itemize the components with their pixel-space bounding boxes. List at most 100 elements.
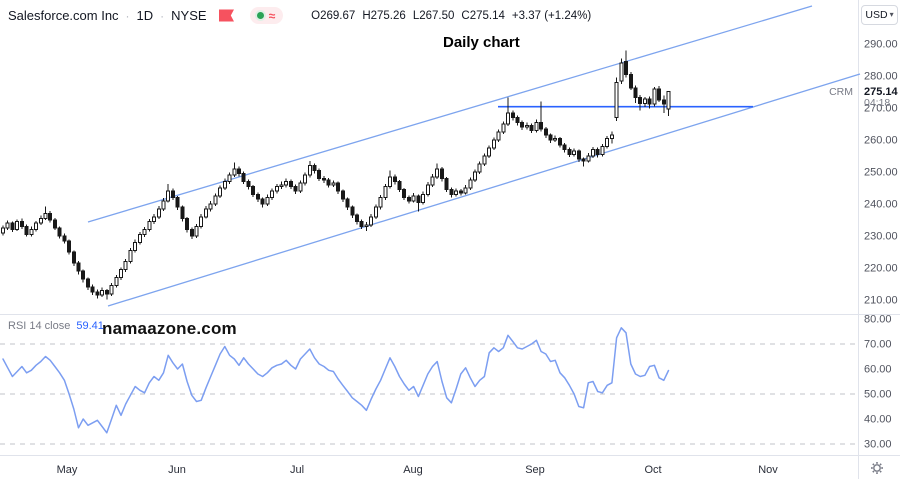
candle-body	[29, 229, 34, 235]
candle-body	[506, 112, 510, 125]
candle-body	[595, 149, 600, 155]
candle-body	[666, 91, 671, 110]
candle-body	[520, 121, 525, 128]
candle-body	[90, 286, 95, 293]
channel-lower-line[interactable]	[107, 73, 861, 307]
candle-body	[180, 206, 185, 219]
time-tick-label: May	[57, 464, 78, 476]
time-axis-settings-gear-icon[interactable]	[871, 462, 883, 474]
flag-icon[interactable]	[218, 9, 234, 22]
candle-body	[510, 112, 515, 119]
candle-body	[482, 155, 487, 165]
high-value: 275.26	[370, 9, 406, 22]
candle-body	[350, 206, 355, 216]
candle-body	[218, 187, 223, 197]
candle-body	[71, 251, 76, 264]
candle-body	[572, 150, 577, 155]
candle-body	[237, 168, 241, 175]
time-tick-label: Oct	[644, 464, 661, 476]
candle-body	[477, 163, 482, 173]
candle-body	[208, 203, 213, 210]
candle-body	[340, 190, 345, 200]
time-tick-label: Jul	[290, 464, 304, 476]
candle-body	[430, 176, 435, 186]
candle-body	[48, 213, 53, 221]
interval-label[interactable]: 1D	[136, 8, 154, 23]
price-tick-label: 280.00	[864, 71, 898, 83]
market-open-dot-icon	[256, 12, 264, 19]
market-status-pill[interactable]: ≈	[249, 7, 284, 24]
candle-body	[624, 61, 628, 75]
candle-body	[388, 176, 392, 187]
rsi-value: 59.41	[76, 320, 104, 332]
candle-body	[100, 289, 105, 296]
candle-body	[473, 171, 477, 181]
currency-selector-button[interactable]: USD ▾	[861, 5, 898, 25]
rsi-line[interactable]	[2, 327, 670, 434]
candle-body	[227, 174, 232, 183]
symbol-legend[interactable]: Salesforce.com Inc · 1D · NYSE ≈ O269.67…	[8, 7, 591, 24]
candle-body	[359, 221, 364, 227]
candle-body	[298, 182, 303, 192]
candle-body	[133, 241, 138, 251]
candle-body	[449, 189, 454, 195]
candle-body	[137, 233, 142, 243]
candle-body	[373, 206, 378, 218]
candle-body	[567, 149, 572, 155]
exchange-label[interactable]: NYSE	[171, 8, 207, 23]
candle-body	[307, 165, 312, 176]
price-tick-label: 260.00	[864, 135, 898, 147]
rsi-tick-label: 40.00	[864, 414, 892, 426]
bar-countdown-label: 04:18	[864, 97, 890, 109]
candle-body	[175, 197, 180, 208]
rsi-title: RSI 14 close	[8, 320, 71, 332]
candle-body	[652, 88, 657, 105]
candle-body	[288, 181, 293, 187]
candle-body	[317, 169, 322, 179]
candle-body	[95, 291, 100, 296]
candle-body	[444, 177, 449, 191]
rsi-indicator-legend[interactable]: RSI 14 close 59.41	[8, 320, 104, 332]
candle-body	[402, 189, 407, 199]
candle-body	[232, 168, 237, 176]
price-tick-label: 220.00	[864, 263, 898, 275]
candle-body	[515, 117, 520, 123]
price-tick-label: 250.00	[864, 167, 898, 179]
candle-body	[251, 185, 256, 195]
candle-body	[57, 227, 62, 237]
candle-body	[558, 137, 562, 146]
candlestick-series[interactable]	[1, 50, 671, 300]
price-tick-label: 230.00	[864, 231, 898, 243]
candle-body	[553, 137, 558, 141]
candle-body	[15, 221, 20, 231]
candle-body	[331, 182, 336, 186]
symbol-name[interactable]: Salesforce.com Inc	[8, 8, 119, 23]
candle-body	[336, 182, 341, 192]
candle-body	[600, 145, 605, 155]
candle-body	[633, 87, 638, 98]
candle-body	[609, 134, 614, 139]
channel-upper-line[interactable]	[87, 5, 813, 223]
candle-body	[322, 177, 326, 181]
candle-body	[619, 62, 624, 82]
candle-body	[397, 181, 402, 191]
candle-body	[293, 185, 298, 192]
candle-body	[123, 261, 128, 271]
candle-body	[638, 96, 643, 105]
candle-body	[265, 197, 270, 205]
candle-body	[364, 224, 369, 227]
candle-body	[52, 219, 57, 229]
chart-title-annotation: Daily chart	[443, 34, 520, 51]
candle-body	[204, 208, 208, 218]
candle-body	[487, 147, 492, 157]
candle-body	[38, 217, 43, 224]
candle-body	[222, 181, 227, 189]
candle-body	[416, 195, 421, 203]
open-label: O	[311, 9, 321, 22]
candle-body	[440, 168, 444, 179]
candle-body	[496, 131, 501, 141]
separator-dot: ·	[125, 8, 130, 23]
candle-body	[170, 190, 175, 199]
candle-body	[81, 270, 86, 280]
